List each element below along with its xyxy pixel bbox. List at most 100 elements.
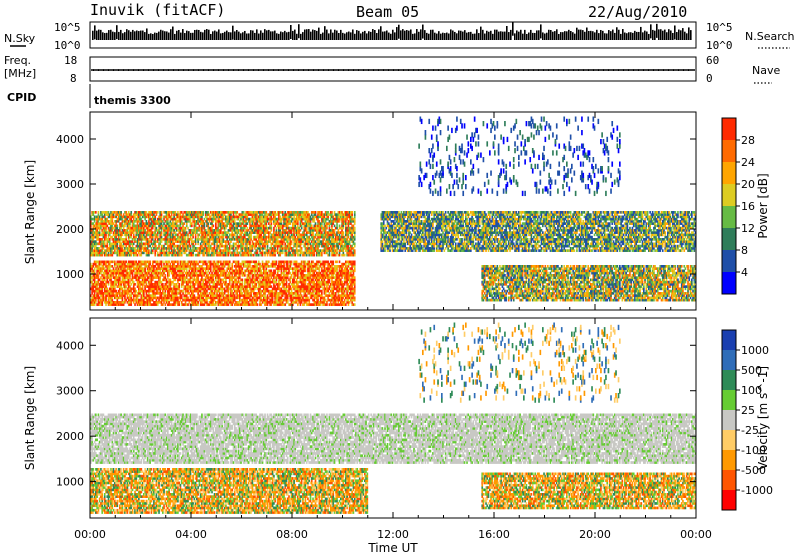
nsky-bar <box>544 34 546 40</box>
nsky-bar <box>660 29 662 40</box>
nave-point <box>333 69 334 71</box>
nsky-bar <box>510 30 512 40</box>
nsky-bar <box>362 32 364 40</box>
nsky-bar <box>122 33 124 40</box>
nsky-bar <box>630 32 632 40</box>
nsky-bar <box>512 22 514 36</box>
range-cell <box>161 231 163 234</box>
nave-point <box>448 69 449 71</box>
nsky-bar <box>316 31 318 40</box>
range-cell <box>112 218 114 221</box>
power-heatmap <box>90 117 696 306</box>
nsky-bar <box>564 31 566 40</box>
nsky-bar <box>108 30 110 40</box>
nsky-bar <box>664 30 666 40</box>
nave-point <box>533 69 534 71</box>
nsky-bar <box>518 32 520 40</box>
range-cell <box>129 222 131 225</box>
nsky-bar <box>666 32 668 40</box>
range-cell <box>207 222 209 225</box>
nave-point <box>408 69 409 71</box>
nsky-bar <box>128 30 130 40</box>
range-cell <box>343 231 345 234</box>
range-cell <box>95 299 97 302</box>
range-cell <box>177 211 179 214</box>
range-cell <box>157 303 159 306</box>
nsky-bar <box>262 33 264 40</box>
nsky-bar <box>234 31 236 40</box>
nsky-bar <box>676 32 678 40</box>
nsky-bar <box>188 31 190 40</box>
nsky-bar <box>226 31 228 40</box>
nave-point <box>283 69 284 71</box>
range-cell <box>295 254 297 257</box>
range-cell <box>273 227 275 230</box>
range-cell <box>354 243 356 246</box>
nsky-bar <box>636 32 638 40</box>
range-cell <box>154 254 156 257</box>
nave-point <box>603 69 604 71</box>
nsky-bar <box>160 30 162 40</box>
range-cell <box>354 254 356 257</box>
nsky-bar <box>242 32 244 40</box>
nsky-bar <box>390 34 392 40</box>
nave-point <box>178 69 179 71</box>
nsearch-label: N.Search <box>745 30 795 43</box>
range-cell <box>354 245 356 248</box>
nsky-bar <box>504 32 506 40</box>
range-cell <box>267 245 269 248</box>
range-cell <box>274 211 276 214</box>
nave-point <box>238 69 239 71</box>
nave-point <box>628 69 629 71</box>
nsky-bar <box>172 27 174 40</box>
nsky-bar <box>428 34 430 40</box>
nave-point <box>553 69 554 71</box>
nsky-bar <box>418 32 420 40</box>
nsky-bar <box>358 31 360 40</box>
nave-point <box>503 69 504 71</box>
nsky-bar <box>334 30 336 40</box>
nave-point <box>508 69 509 71</box>
range-cell <box>185 227 187 230</box>
nave-point <box>578 69 579 71</box>
nave-point <box>418 69 419 71</box>
nave-point <box>113 69 114 71</box>
nsky-bar <box>634 31 636 40</box>
nsky-bar <box>296 34 298 40</box>
range-cell <box>319 245 321 248</box>
range-cell <box>190 218 192 221</box>
range-cell <box>354 218 356 221</box>
nsky-bar <box>220 33 222 40</box>
cpid-value: themis 3300 <box>94 94 171 107</box>
nsky-bar <box>488 32 490 40</box>
range-cell <box>331 211 333 214</box>
range-cell <box>114 285 116 288</box>
nave-point <box>473 69 474 71</box>
range-cell <box>271 222 273 225</box>
range-cell <box>146 220 148 223</box>
range-cell <box>95 211 97 214</box>
range-cell <box>124 294 126 297</box>
range-cell <box>181 211 183 214</box>
nsky-bar <box>318 28 320 40</box>
nsky-bar <box>568 30 570 40</box>
nave-point <box>668 69 669 71</box>
nsky-bar <box>680 30 682 40</box>
nsky-bar <box>502 32 504 40</box>
nsky-bar <box>432 30 434 40</box>
nsky-bar <box>444 33 446 40</box>
nsky-bar <box>496 30 498 40</box>
nsky-bar <box>534 33 536 40</box>
nsky-bar <box>330 29 332 40</box>
nave-point <box>388 69 389 71</box>
range-cell <box>168 254 170 257</box>
nsky-bar <box>656 24 658 38</box>
nave-point <box>353 69 354 71</box>
nave-point <box>328 69 329 71</box>
range-cell <box>130 294 132 297</box>
nave-point <box>403 69 404 71</box>
nsky-bar <box>170 29 172 40</box>
nave-point <box>368 69 369 71</box>
range-cell <box>149 261 151 264</box>
nsky-bar <box>382 32 384 40</box>
